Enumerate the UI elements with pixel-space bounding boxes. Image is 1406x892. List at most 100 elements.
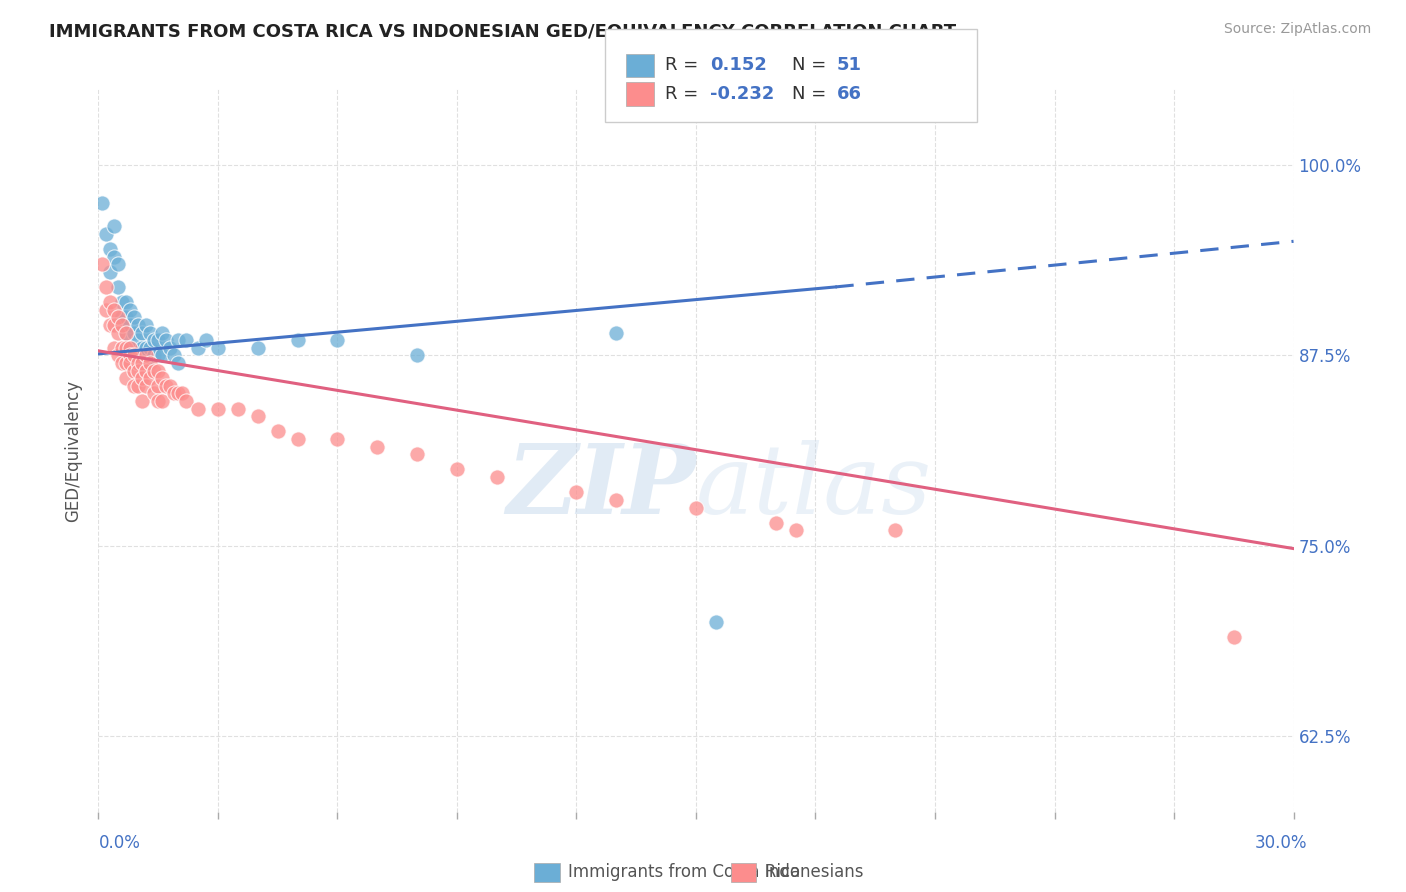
Point (287, 333, 309, 347)
Point (96, 280, 118, 294)
Point (226, 401, 249, 416)
Point (155, 379, 177, 393)
Point (103, 318, 125, 332)
Point (96, 302, 118, 317)
Point (143, 386, 166, 401)
Point (127, 318, 149, 332)
Text: 0.0%: 0.0% (98, 834, 141, 852)
Point (148, 333, 170, 347)
Point (148, 379, 170, 393)
Point (765, 516, 787, 530)
Point (107, 348, 129, 362)
Point (155, 333, 177, 347)
Point (111, 310, 134, 325)
Point (174, 333, 197, 347)
Point (98, 265, 122, 279)
Point (267, 425, 290, 439)
Point (207, 401, 229, 416)
Point (150, 371, 173, 385)
Y-axis label: GED/Equivalency: GED/Equivalency (65, 379, 83, 522)
Text: 30.0%: 30.0% (1256, 834, 1308, 852)
Text: atlas: atlas (696, 440, 932, 533)
Point (127, 363, 149, 377)
Point (120, 318, 142, 332)
Point (163, 348, 186, 362)
Point (785, 524, 807, 538)
Text: N =: N = (792, 56, 831, 74)
Point (326, 333, 349, 347)
Point (195, 333, 218, 347)
Point (135, 379, 157, 393)
Text: Immigrants from Costa Rica: Immigrants from Costa Rica (568, 863, 800, 881)
Point (124, 310, 146, 325)
Point (107, 310, 129, 325)
Point (605, 492, 627, 507)
Point (143, 333, 166, 347)
Point (111, 318, 134, 332)
Point (150, 348, 173, 362)
Point (159, 379, 181, 393)
Point (124, 348, 146, 362)
Point (120, 341, 142, 355)
Text: R =: R = (665, 56, 704, 74)
Point (124, 363, 146, 377)
Point (704, 615, 727, 629)
Point (167, 386, 190, 401)
Point (115, 341, 138, 355)
Point (124, 379, 146, 393)
Point (148, 363, 170, 377)
Text: Indonesians: Indonesians (765, 863, 865, 881)
Point (139, 356, 162, 370)
Point (135, 348, 157, 362)
Point (246, 409, 269, 424)
Point (167, 333, 190, 347)
Point (135, 341, 157, 355)
Point (120, 356, 142, 370)
Point (96, 227, 118, 241)
Point (131, 394, 153, 409)
Point (163, 386, 186, 401)
Point (91, 196, 114, 211)
Point (127, 348, 149, 362)
Point (1223, 630, 1246, 644)
Point (135, 363, 157, 377)
Point (406, 447, 429, 461)
Point (187, 341, 209, 355)
Point (287, 432, 309, 446)
Point (174, 394, 197, 409)
Point (150, 394, 173, 409)
Point (143, 363, 166, 377)
Point (124, 326, 146, 340)
Point (127, 333, 149, 347)
Point (167, 356, 190, 370)
Text: ZIP: ZIP (506, 440, 696, 533)
Point (406, 348, 429, 362)
Text: N =: N = (792, 85, 831, 103)
Point (115, 326, 138, 340)
Point (107, 257, 129, 271)
Point (565, 485, 588, 500)
Point (120, 341, 142, 355)
Point (605, 326, 627, 340)
Point (131, 356, 153, 370)
Point (135, 318, 157, 332)
Point (131, 326, 153, 340)
Point (115, 371, 138, 385)
Point (207, 341, 229, 355)
Text: 51: 51 (837, 56, 862, 74)
Text: 66: 66 (837, 85, 862, 103)
Text: IMMIGRANTS FROM COSTA RICA VS INDONESIAN GED/EQUIVALENCY CORRELATION CHART: IMMIGRANTS FROM COSTA RICA VS INDONESIAN… (49, 22, 956, 40)
Point (111, 341, 134, 355)
Point (107, 326, 129, 340)
Point (103, 219, 125, 233)
Point (148, 394, 170, 409)
Point (98, 242, 122, 256)
Point (884, 524, 907, 538)
Point (91, 257, 114, 271)
Point (135, 356, 157, 370)
Point (98, 318, 122, 332)
Point (127, 379, 149, 393)
Point (115, 295, 138, 310)
Point (143, 348, 166, 362)
Point (103, 250, 125, 264)
